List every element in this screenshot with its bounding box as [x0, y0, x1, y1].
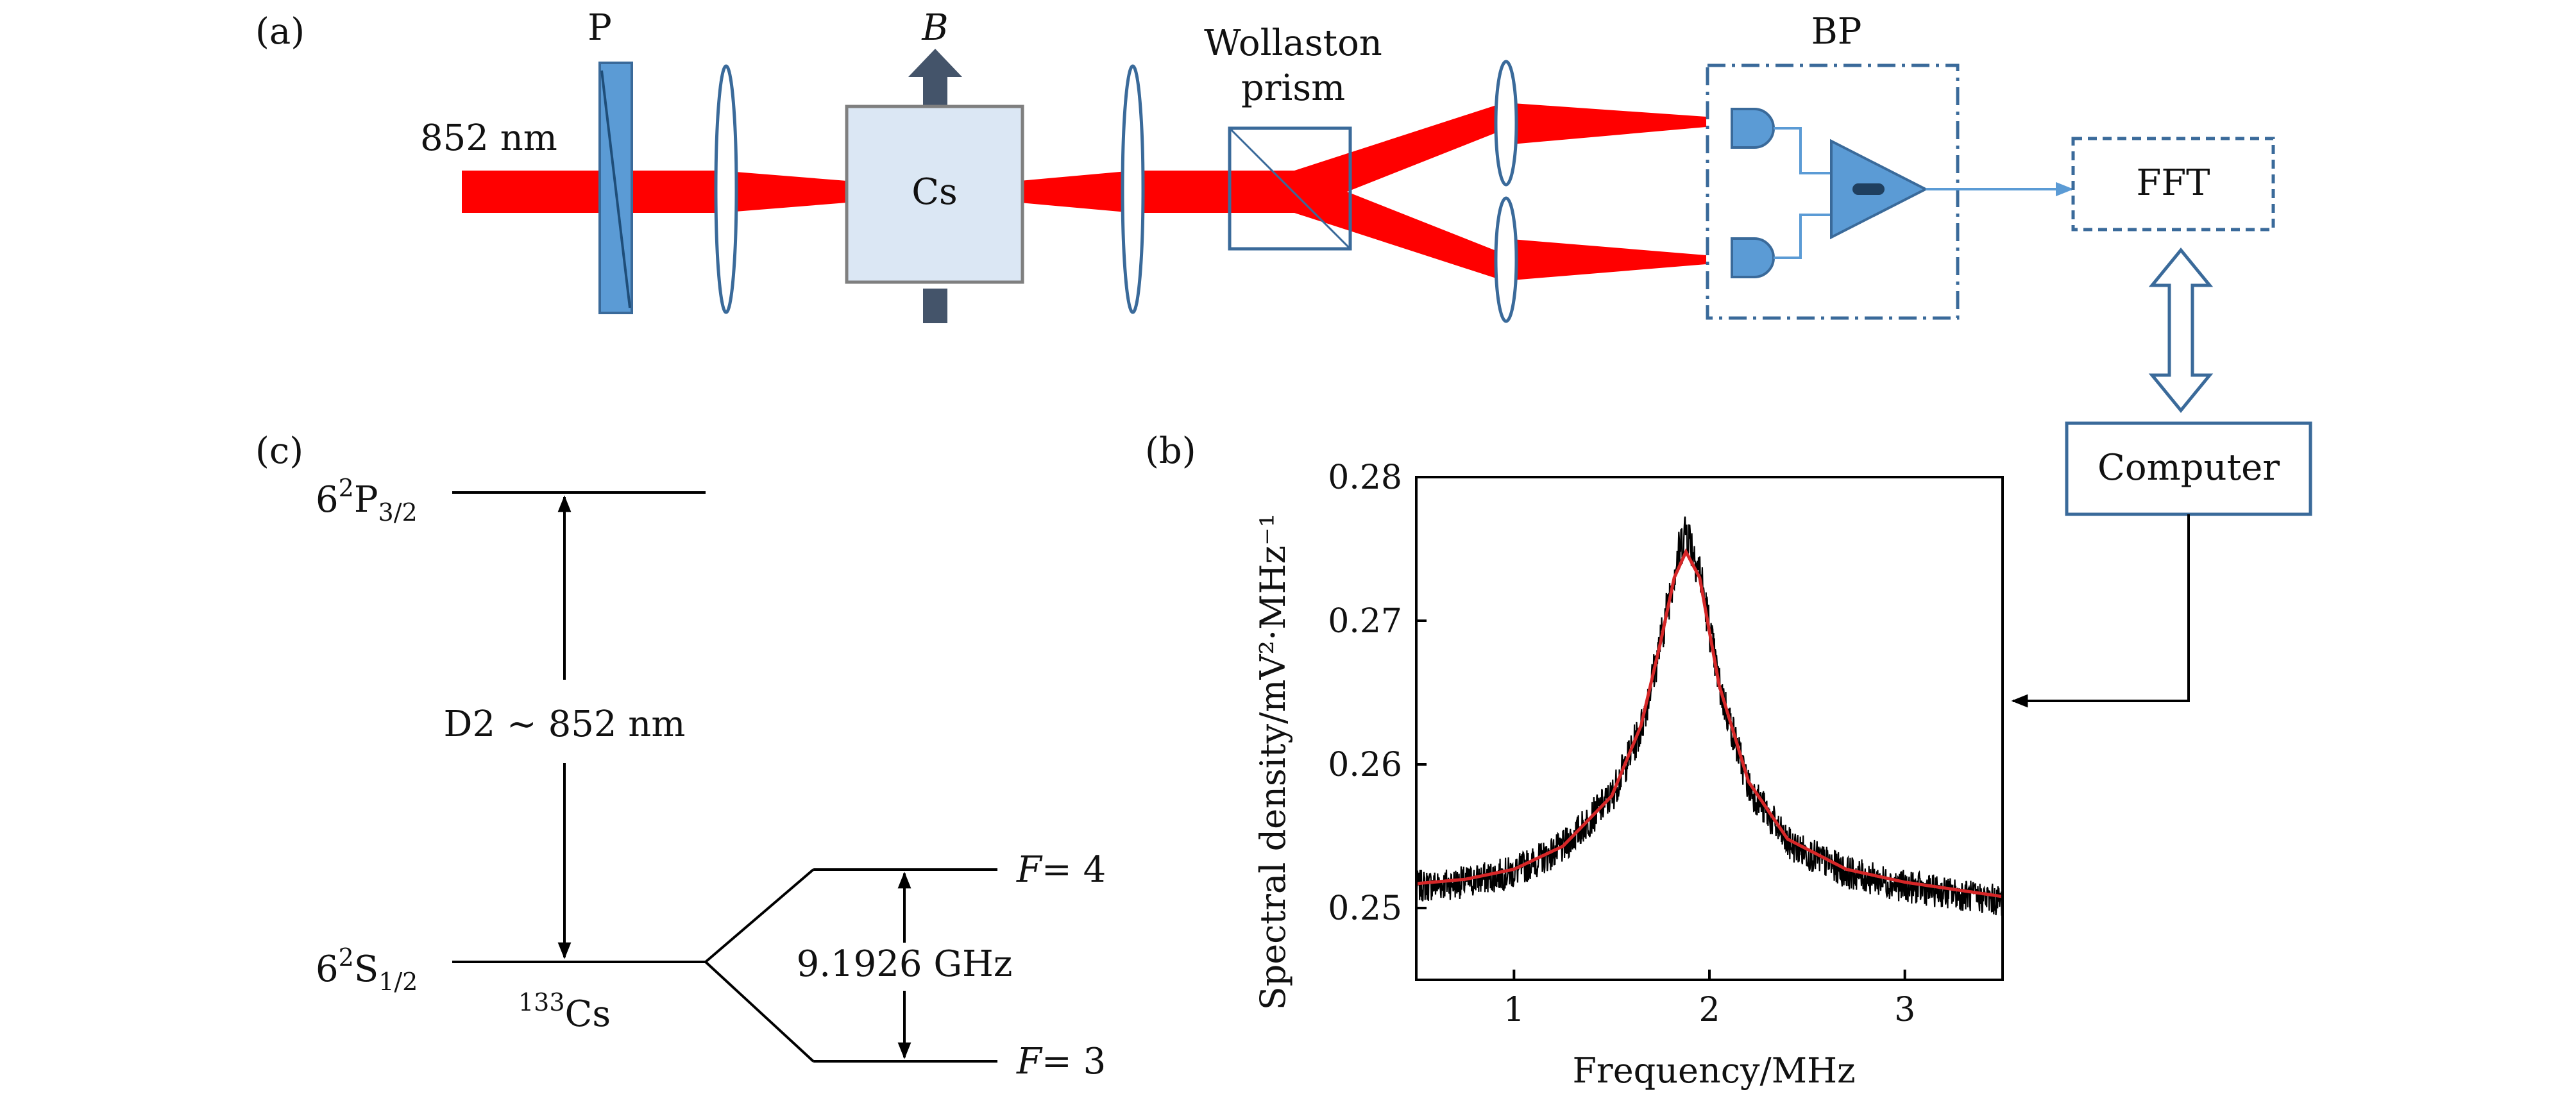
y-tick-label: 0.25 [1328, 889, 1402, 928]
lens-icon [714, 64, 738, 314]
laser-beam [462, 103, 1706, 281]
fft-label: FFT [2136, 162, 2210, 204]
y-tick-label: 0.26 [1328, 746, 1402, 784]
x-axis-label: Frequency/MHz [1572, 1050, 1855, 1091]
field-label: B [921, 7, 948, 49]
panel-c-label: (c) [255, 430, 303, 472]
cell-label: Cs [911, 171, 958, 213]
computer-label: Computer [2097, 447, 2280, 489]
upper-state-label: 62P3/2 [316, 474, 418, 526]
cs-cell-icon [845, 105, 1024, 284]
isotope-label: 133Cs [518, 988, 611, 1035]
panel-a-label: (a) [255, 11, 305, 53]
panel-a: (a) 852 nm P B Cs [255, 7, 2312, 708]
lens-icon [1494, 196, 1518, 323]
photodiode-icon [1731, 108, 1775, 149]
prism-label-line1: Wollaston [1204, 22, 1382, 64]
detector-label: BP [1811, 11, 1862, 53]
photodiode-icon [1731, 237, 1775, 278]
x-tick-label: 3 [1894, 991, 1915, 1029]
lower-state-label: 62S1/2 [316, 943, 418, 996]
panel-c: (c) 62P3/2 62S1/2 D2 ∼ 852 nm 133Cs 9.19… [255, 430, 1106, 1082]
wavelength-label: 852 nm [420, 117, 557, 159]
panel-b-label: (b) [1145, 430, 1196, 472]
y-tick-label: 0.28 [1328, 459, 1402, 497]
magnetic-field-arrow [908, 49, 962, 323]
polarizer-label: P [588, 7, 612, 49]
x-tick-label: 2 [1699, 991, 1720, 1029]
computer-to-plot-arrow [2011, 514, 2190, 708]
lens-icon [1494, 60, 1518, 187]
x-tick-label: 1 [1504, 991, 1525, 1029]
polarizer-icon [598, 62, 633, 314]
detector-wiring [1774, 127, 1831, 259]
y-axis-label: Spectral density/mV²·MHz⁻¹ [1253, 514, 1293, 1011]
splitting-label: 9.1926 GHz [797, 943, 1013, 985]
amplifier-icon [1830, 139, 1929, 240]
f4-label: F= 4 [1016, 849, 1106, 891]
fft-box [2071, 137, 2275, 231]
double-arrow-icon [2148, 248, 2214, 413]
wollaston-prism-icon [1228, 126, 1352, 251]
detector-box [1706, 63, 1960, 320]
f3-label: F= 3 [1016, 1041, 1106, 1082]
fit-curve [1416, 548, 2003, 898]
y-tick-label: 0.27 [1328, 602, 1402, 641]
plot-frame [1415, 476, 2004, 981]
lens-icon [1121, 64, 1145, 314]
hyperfine-split-lines [703, 868, 815, 1063]
measured-trace [1415, 516, 2004, 916]
transition-label: D2 ∼ 852 nm [444, 703, 686, 745]
plot-area: 1 2 3 0.25 0.26 0.27 0.28 [1328, 459, 2004, 1029]
panel-b: (b) 1 2 3 0.25 0.26 0.27 0.28 Spectral density… [1145, 430, 2004, 1091]
prism-label-line2: prism [1241, 67, 1345, 109]
